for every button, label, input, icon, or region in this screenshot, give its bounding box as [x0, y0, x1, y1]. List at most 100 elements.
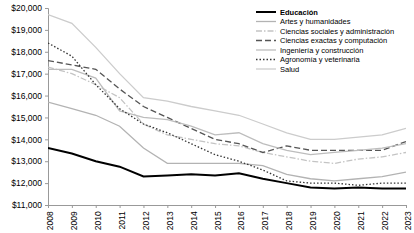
legend: EducaciónArtes y humanidadesCiencias soc…	[256, 8, 394, 74]
tick-label: 2015	[213, 211, 223, 230]
legend-item: Educación	[256, 8, 318, 17]
tick: $11,000	[12, 200, 48, 210]
tick-label: 2008	[45, 211, 55, 230]
tick-label: $16,000	[11, 91, 42, 101]
legend-swatch	[256, 11, 276, 13]
tick-mark	[311, 205, 312, 208]
tick-label: 2022	[380, 211, 390, 230]
tick-mark	[45, 74, 48, 75]
tick: 2022	[380, 205, 390, 230]
legend-swatch	[256, 68, 276, 69]
chart: $11,000 $12,000 $13,000 $14,000 $15,000 $16,0…	[0, 0, 414, 233]
tick: 2018	[284, 205, 294, 230]
legend-label: Educación	[280, 8, 318, 17]
tick-label: 2018	[284, 211, 294, 230]
tick: 2010	[93, 205, 103, 230]
legend-swatch	[256, 30, 276, 31]
tick-label: 2011	[117, 211, 127, 230]
tick: $20,000	[11, 3, 48, 13]
legend-swatch	[256, 40, 276, 41]
tick-mark	[45, 96, 48, 97]
tick: 2020	[332, 205, 342, 230]
tick: $19,000	[11, 25, 48, 35]
tick-mark	[45, 161, 48, 162]
tick: 2023	[403, 205, 413, 230]
tick-mark	[45, 205, 48, 206]
tick-label: 2017	[260, 211, 270, 230]
series-line	[48, 69, 406, 154]
tick: $17,000	[11, 69, 48, 79]
tick-mark	[143, 205, 144, 208]
tick-label: 2013	[165, 211, 175, 230]
series-line	[48, 43, 406, 185]
tick-label: $17,000	[11, 69, 42, 79]
tick-mark	[120, 205, 121, 208]
axis-line	[45, 9, 49, 206]
tick: $13,000	[11, 156, 48, 166]
tick: $15,000	[11, 113, 48, 123]
legend-swatch	[256, 21, 276, 22]
series-line	[48, 15, 406, 140]
tick-label: 2010	[93, 211, 103, 230]
legend-label: Ingeniería y construcción	[280, 46, 363, 55]
tick-mark	[45, 117, 48, 118]
series-line	[48, 67, 406, 163]
legend-item: Ingeniería y construcción	[256, 46, 363, 55]
tick: 2021	[356, 205, 366, 230]
lines	[48, 15, 406, 189]
tick: $12,000	[11, 178, 48, 188]
tick-mark	[239, 205, 240, 208]
tick-mark	[167, 205, 168, 208]
tick: 2016	[236, 205, 246, 230]
tick-label: 2012	[141, 211, 151, 230]
tick-mark	[48, 205, 49, 208]
tick-mark	[45, 52, 48, 53]
tick-mark	[287, 205, 288, 208]
tick-label: $13,000	[11, 156, 42, 166]
legend-item: Agronomía y veterinaria	[256, 55, 360, 64]
legend-item: Ciencias exactas y computación	[256, 36, 387, 45]
tick-mark	[45, 8, 48, 9]
tick-mark	[96, 205, 97, 208]
legend-swatch	[256, 49, 276, 50]
tick-label: 2016	[236, 211, 246, 230]
legend-label: Ciencias exactas y computación	[280, 36, 387, 45]
tick-mark	[45, 183, 48, 184]
tick-label: $19,000	[11, 25, 42, 35]
plot: $11,000 $12,000 $13,000 $14,000 $15,000 $16,0…	[11, 3, 413, 230]
tick-label: $18,000	[11, 47, 42, 57]
legend-label: Ciencias sociales y administración	[280, 27, 394, 36]
tick-mark	[263, 205, 264, 208]
tick: 2019	[308, 205, 318, 230]
x-axis: 2008 2009 2010 2011 2012 2013 2014 2015 2016 2017…	[45, 205, 413, 230]
tick: 2009	[69, 205, 79, 230]
tick-mark	[382, 205, 383, 208]
tick-mark	[45, 139, 48, 140]
tick: $14,000	[11, 135, 48, 145]
tick-mark	[72, 205, 73, 208]
tick-mark	[45, 30, 48, 31]
tick: $18,000	[11, 47, 48, 57]
tick: 2012	[141, 205, 151, 230]
tick-label: 2023	[403, 211, 413, 230]
tick: 2011	[117, 205, 127, 230]
tick-mark	[406, 205, 407, 208]
tick-label: $12,000	[11, 178, 42, 188]
axis-line	[49, 206, 407, 209]
tick: 2015	[213, 205, 223, 230]
tick: $16,000	[11, 91, 48, 101]
legend-item: Artes y humanidades	[256, 17, 351, 26]
legend-label: Agronomía y veterinaria	[280, 55, 360, 64]
tick-label: 2019	[308, 211, 318, 230]
y-axis: $11,000 $12,000 $13,000 $14,000 $15,000 $16,0…	[11, 3, 48, 210]
tick-label: 2020	[332, 211, 342, 230]
legend-swatch	[256, 59, 276, 60]
tick-label: $20,000	[11, 3, 42, 13]
tick-label: 2021	[356, 211, 366, 230]
legend-label: Salud	[280, 65, 299, 74]
tick-label: $14,000	[11, 135, 42, 145]
tick-label: 2009	[69, 211, 79, 230]
tick-mark	[358, 205, 359, 208]
tick: 2013	[165, 205, 175, 230]
tick-label: 2014	[189, 211, 199, 230]
